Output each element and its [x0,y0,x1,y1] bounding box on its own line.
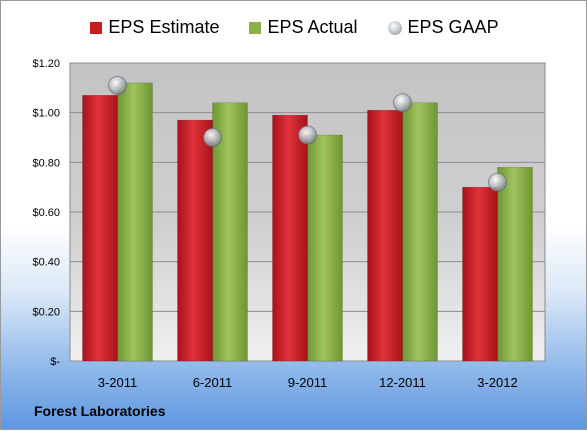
marker-eps-gaap [393,93,412,113]
bar-eps-actual [402,102,438,362]
legend-swatch [387,20,402,35]
y-tick-label: $0.60 [32,207,60,219]
bar-eps-estimate [177,119,213,362]
legend-swatch [249,21,262,34]
bar-eps-actual [117,82,153,362]
legend-item: EPS GAAP [387,17,499,38]
x-tick-label: 6-2011 [193,375,233,390]
legend-label: EPS Estimate [108,17,220,37]
marker-eps-gaap [298,125,317,145]
y-tick-label: $0.40 [32,257,60,269]
legend-item: EPS Estimate [90,17,219,38]
x-tick-label: 3-2011 [98,375,138,390]
marker-eps-gaap [108,75,127,95]
x-tick-label: 12-2011 [379,375,426,390]
y-tick-label: $- [50,356,60,368]
legend-item: EPS Actual [249,17,358,38]
bar-eps-estimate [272,114,308,362]
bar-eps-estimate [462,186,498,362]
y-tick-label: $1.20 [32,58,60,70]
legend-label: EPS Actual [267,17,358,37]
bar-eps-estimate [367,109,403,362]
company-name: Forest Laboratories [34,403,166,419]
legend: EPS Estimate EPS Actual EPS GAAP [1,17,587,38]
bar-eps-actual [497,167,533,362]
y-tick-label: $1.00 [32,108,60,120]
y-tick-label: $0.80 [32,157,60,169]
x-tick-label: 3-2012 [477,375,517,390]
legend-label: EPS GAAP [407,17,499,37]
marker-eps-gaap [203,128,222,147]
bar-eps-estimate [82,95,118,362]
bar-eps-actual [212,102,248,362]
marker-eps-gaap [488,172,507,192]
y-tick-label: $0.20 [32,306,60,318]
bar-eps-actual [307,134,343,362]
x-tick-label: 9-2011 [288,375,328,390]
legend-swatch [90,21,103,34]
